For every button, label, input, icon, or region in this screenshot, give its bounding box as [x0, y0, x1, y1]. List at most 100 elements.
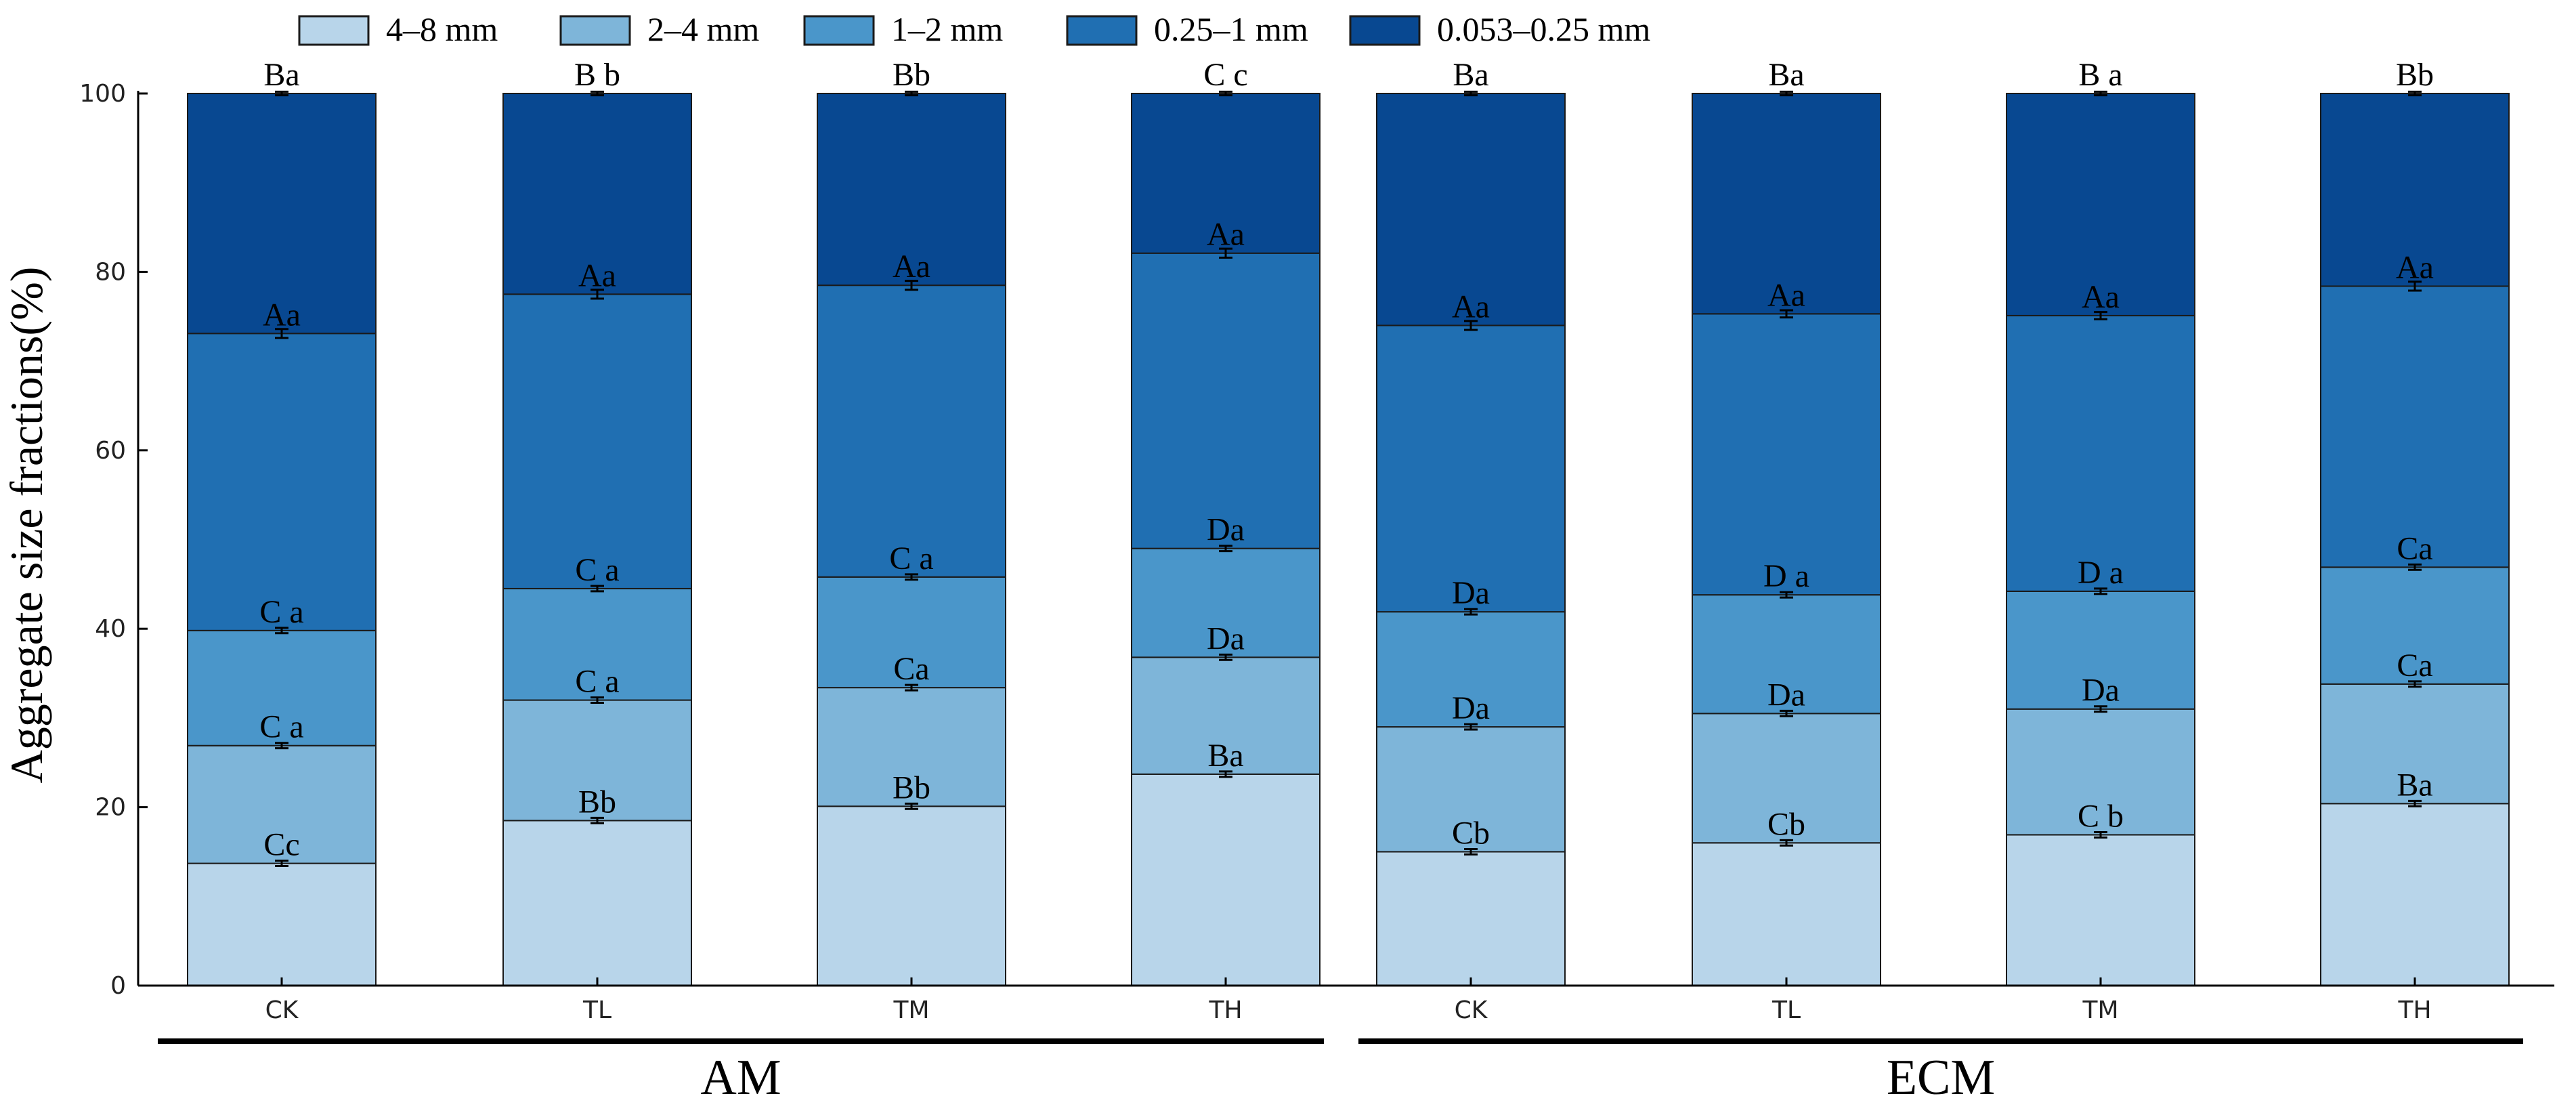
significance-label: C a — [259, 709, 303, 745]
significance-label: Bb — [2396, 57, 2434, 93]
x-tick-label: TM — [2082, 996, 2118, 1024]
y-tick-label: 100 — [79, 80, 126, 108]
significance-label: Ca — [893, 651, 929, 687]
bar-segment — [502, 699, 692, 822]
bar-segment — [817, 284, 1006, 578]
significance-label: C c — [1203, 57, 1247, 93]
significance-label: Cc — [263, 827, 299, 863]
significance-label: Aa — [1767, 277, 1805, 313]
significance-label: Da — [1452, 690, 1490, 726]
significance-label: Cb — [1452, 815, 1490, 851]
bar-segment — [1376, 726, 1566, 853]
significance-label: Bb — [578, 784, 616, 820]
significance-label: Cb — [1767, 806, 1805, 842]
x-tick-label: TL — [1772, 996, 1801, 1024]
bar-segment — [817, 805, 1006, 986]
significance-label: C a — [575, 664, 619, 700]
y-tick-label: 0 — [110, 972, 126, 1000]
significance-label: Ba — [1768, 57, 1804, 93]
significance-label: Bb — [893, 57, 930, 93]
x-tick-label: TH — [1208, 996, 1242, 1024]
significance-labels: Cc C a C a Aa Ba Bb C a C a Aa B b Bb Ca C a Aa Bb Ba Da… — [259, 57, 2434, 863]
bar-segment — [187, 629, 377, 746]
bar-segment — [502, 93, 692, 295]
legend-swatch — [1349, 15, 1421, 46]
bar-segment — [502, 293, 692, 589]
significance-label: Da — [1452, 575, 1490, 611]
significance-label: Aa — [1452, 289, 1490, 324]
legend-swatch — [559, 15, 631, 46]
bar-segment — [1692, 313, 1881, 596]
bar-segment — [2320, 93, 2510, 287]
legend-swatch — [803, 15, 875, 46]
bar-segment — [1376, 93, 1566, 326]
significance-label: C b — [2078, 798, 2124, 834]
group-label: AM — [700, 1050, 781, 1105]
x-tick-label: CK — [265, 996, 299, 1024]
bar-segment — [1131, 93, 1321, 254]
bar-segment — [817, 576, 1006, 689]
bar-segment — [2006, 93, 2195, 316]
bar-segment — [2006, 590, 2195, 710]
legend-label: 0.053–0.25 mm — [1437, 10, 1650, 48]
legend-label: 2–4 mm — [647, 10, 759, 48]
bar-segment — [1131, 547, 1321, 658]
bar-segment — [2320, 566, 2510, 685]
y-tick-label: 60 — [95, 437, 126, 465]
bar-segment — [2320, 285, 2510, 568]
bar-segment — [502, 820, 692, 986]
y-tick-label: 40 — [95, 615, 126, 643]
group-label: ECM — [1887, 1050, 1995, 1105]
significance-label: Ca — [2397, 530, 2432, 566]
significance-label: Ba — [2397, 767, 2432, 803]
legend-label: 4–8 mm — [386, 10, 498, 48]
bar-segment — [1131, 773, 1321, 986]
bars — [187, 93, 2510, 987]
y-tick-label: 20 — [95, 794, 126, 822]
bar-segment — [2006, 834, 2195, 986]
legend-label: 1–2 mm — [891, 10, 1003, 48]
legend-swatch — [1066, 15, 1138, 46]
bar-segment — [187, 744, 377, 864]
significance-label: B a — [2078, 57, 2122, 93]
significance-label: Aa — [2396, 249, 2434, 285]
significance-label: Ba — [1207, 738, 1243, 774]
significance-label: D a — [1763, 558, 1809, 594]
bar-segment — [2006, 314, 2195, 592]
significance-label: Ca — [2397, 648, 2432, 683]
significance-label: Ba — [1453, 57, 1488, 93]
significance-label: Aa — [578, 257, 616, 293]
bar-segment — [1692, 594, 1881, 715]
legend-label: 0.25–1 mm — [1154, 10, 1308, 48]
x-tick-label: CK — [1455, 996, 1488, 1024]
significance-label: C a — [889, 541, 933, 576]
bar-segment — [1131, 656, 1321, 775]
significance-label: C a — [259, 594, 303, 630]
significance-label: Da — [1207, 512, 1245, 548]
bar-segment — [1692, 842, 1881, 987]
group-labels: AM ECM — [158, 1038, 2523, 1105]
y-tick-label: 80 — [95, 258, 126, 286]
significance-label: Bb — [893, 770, 930, 805]
x-tick-label: TM — [893, 996, 929, 1024]
x-tick-label: TH — [2397, 996, 2431, 1024]
significance-label: C a — [575, 552, 619, 588]
bar-segment — [1376, 851, 1566, 986]
significance-label: Da — [2082, 673, 2120, 709]
bar-segment — [1376, 324, 1566, 613]
significance-label: D a — [2078, 555, 2124, 591]
significance-label: Ba — [263, 57, 299, 93]
significance-label: Da — [1767, 677, 1805, 713]
bar-segment — [187, 333, 377, 631]
significance-label: B b — [574, 57, 620, 93]
bar-segment — [2320, 803, 2510, 987]
y-axis-label: Aggregate size fractions(%) — [1, 267, 52, 784]
significance-label: Aa — [893, 249, 930, 284]
bar-segment — [2006, 708, 2195, 836]
legend: 4–8 mm 2–4 mm 1–2 mm 0.25–1 mm 0.053–0.25 mm — [298, 10, 1650, 48]
significance-label: Aa — [263, 297, 301, 333]
significance-label: Aa — [1207, 217, 1245, 253]
significance-label: Aa — [2082, 279, 2120, 315]
bar-segment — [502, 587, 692, 701]
